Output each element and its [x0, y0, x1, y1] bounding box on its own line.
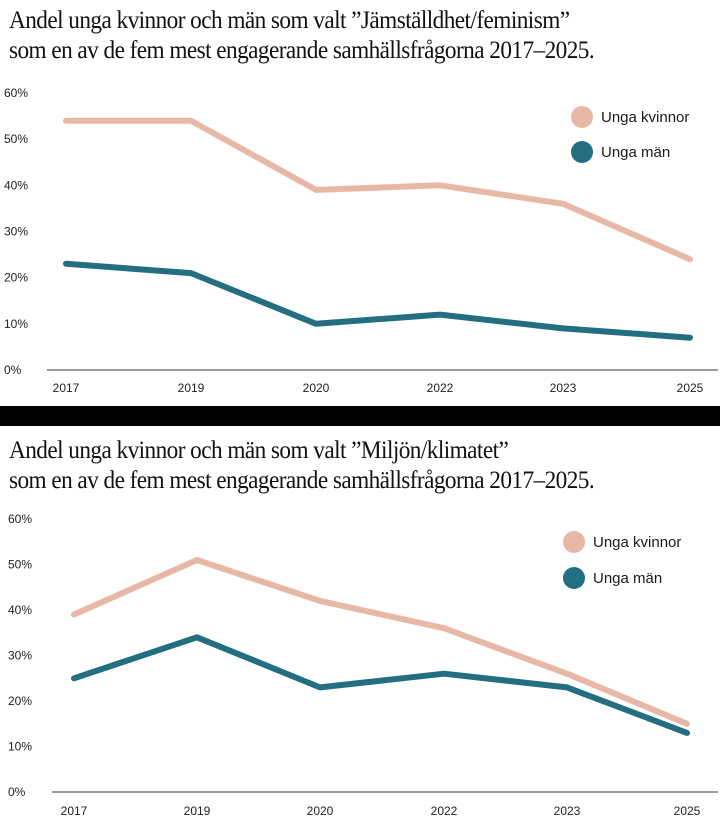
legend-swatch	[563, 531, 585, 553]
legend-label: Unga män	[601, 144, 670, 161]
y-tick-label: 20%	[4, 271, 28, 285]
y-tick-label: 0%	[4, 363, 22, 377]
x-tick-label: 2017	[61, 804, 88, 818]
chart-panel-jamstalldhet: Andel unga kvinnor och män som valt ”Jäm…	[0, 0, 720, 406]
y-tick-label: 50%	[8, 558, 32, 572]
x-tick-label: 2020	[303, 381, 330, 395]
x-tick-label: 2017	[53, 381, 80, 395]
line-chart-miljo: 0% 10% 20% 30% 40% 50% 60% 2017 2019 2020 2022 2023…	[8, 512, 718, 818]
legend-swatch	[571, 141, 593, 163]
x-tick-label: 2023	[554, 804, 581, 818]
chart-title: Andel unga kvinnor och män som valt ”Mil…	[9, 436, 595, 496]
separator-band	[0, 406, 720, 426]
y-tick-label: 60%	[4, 86, 28, 100]
line-chart-jamstalldhet: 0% 10% 20% 30% 40% 50% 60% 2017 2019 2020 2022 2023…	[4, 86, 718, 395]
y-tick-label: 10%	[4, 317, 28, 331]
chart-title-line-1: Andel unga kvinnor och män som valt ”Jäm…	[9, 7, 570, 34]
y-tick-label: 10%	[8, 740, 32, 754]
legend-swatch	[571, 106, 593, 128]
legend-label: Unga kvinnor	[593, 534, 681, 551]
y-tick-label: 20%	[8, 694, 32, 708]
chart-title-line-2: som en av de fem mest engagerande samhäl…	[9, 467, 595, 494]
y-tick-label: 40%	[8, 603, 32, 617]
legend-label: Unga kvinnor	[601, 109, 689, 126]
chart-title-line-1: Andel unga kvinnor och män som valt ”Mil…	[9, 437, 509, 464]
legend-swatch	[563, 567, 585, 589]
y-tick-label: 30%	[8, 649, 32, 663]
series-line-unga-kvinnor	[63, 117, 693, 263]
series-line-unga-kvinnor	[71, 557, 690, 727]
x-tick-label: 2020	[307, 804, 334, 818]
y-tick-label: 60%	[8, 512, 32, 526]
chart-title: Andel unga kvinnor och män som valt ”Jäm…	[9, 6, 595, 66]
legend-label: Unga män	[593, 570, 662, 587]
y-tick-label: 30%	[4, 225, 28, 239]
x-tick-label: 2019	[178, 381, 205, 395]
x-tick-label: 2022	[427, 381, 454, 395]
y-tick-label: 40%	[4, 178, 28, 192]
chart-title-line-2: som en av de fem mest engagerande samhäl…	[9, 37, 595, 64]
series-line-unga-man	[71, 634, 690, 736]
x-tick-label: 2025	[677, 381, 704, 395]
chart-panel-miljo: Andel unga kvinnor och män som valt ”Mil…	[0, 426, 720, 829]
series-line-unga-man	[63, 260, 693, 341]
x-tick-label: 2019	[184, 804, 211, 818]
y-tick-label: 0%	[8, 785, 26, 799]
y-tick-label: 50%	[4, 132, 28, 146]
x-tick-label: 2025	[674, 804, 701, 818]
x-tick-label: 2023	[550, 381, 577, 395]
x-tick-label: 2022	[431, 804, 458, 818]
